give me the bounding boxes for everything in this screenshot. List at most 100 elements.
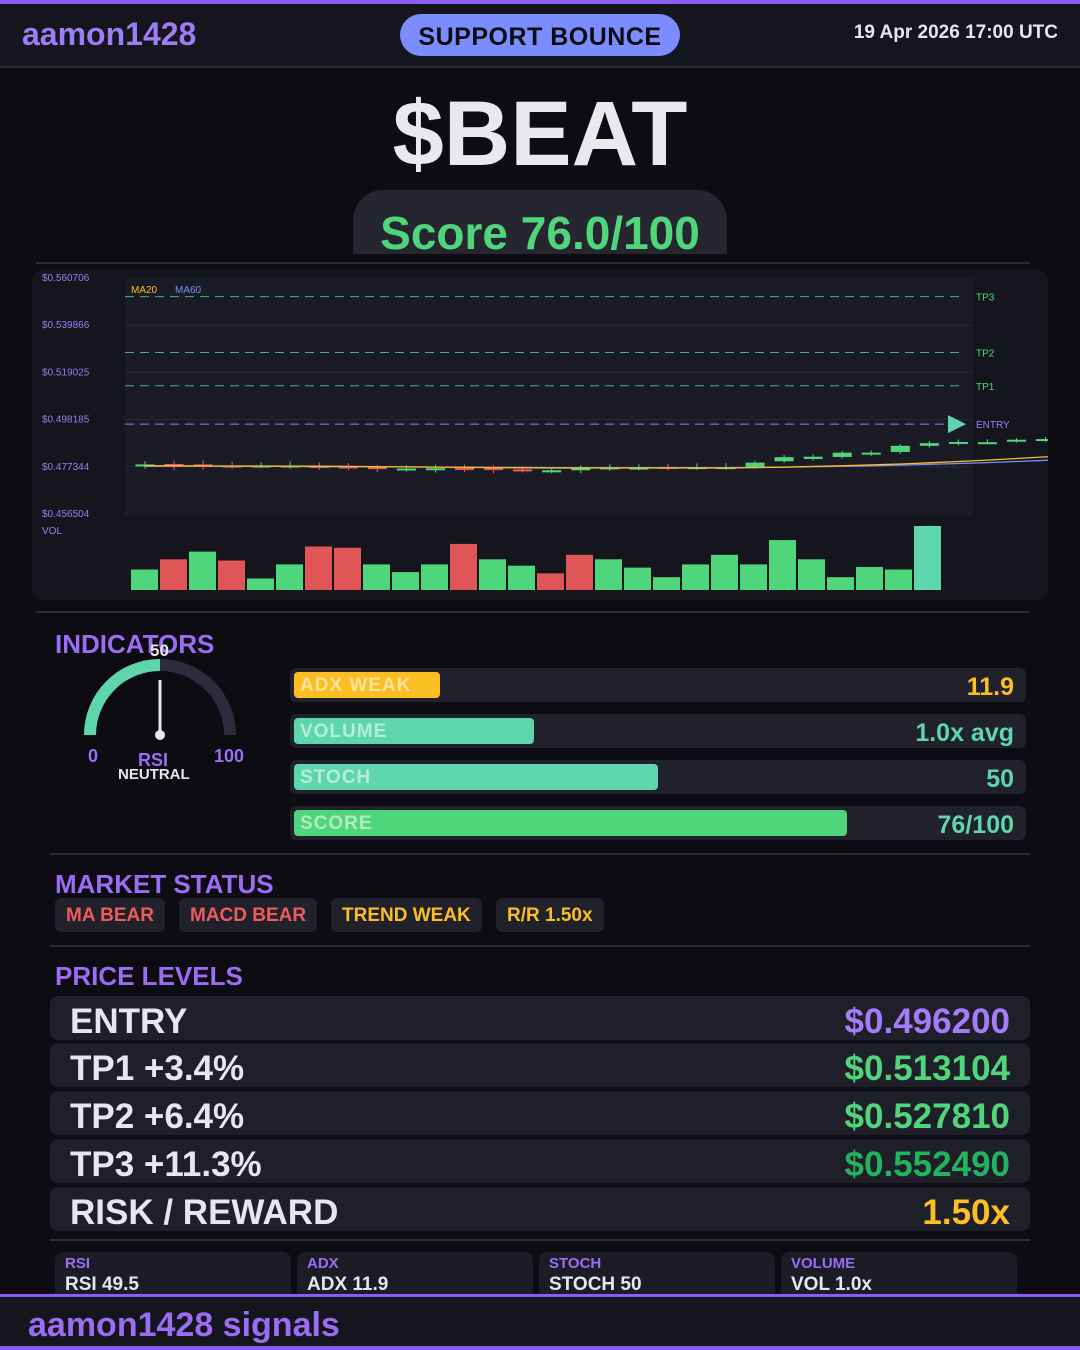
indicator-bar-fill: [294, 718, 534, 744]
candle-body: [164, 463, 184, 467]
volume-bar: [914, 526, 941, 590]
volume-bar: [305, 546, 332, 590]
price-chart: $0.560706 $0.539866 $0.519025 $0.498185 $0.4…: [42, 273, 1080, 590]
indicator-bar-value: 76/100: [937, 811, 1014, 839]
candle-body: [803, 456, 823, 459]
candle-body: [367, 467, 387, 470]
divider: [36, 262, 1030, 264]
entry-arrow-icon: [948, 415, 966, 434]
chart-y-tick-label: $0.519025: [42, 367, 90, 378]
indicator-bar-score: SCORE 76/100: [290, 806, 1026, 840]
level-label: ENTRY: [70, 1002, 188, 1041]
candle-body: [948, 441, 968, 444]
volume-bar: [537, 573, 564, 590]
volume-bar: [508, 565, 535, 590]
divider: [50, 945, 1030, 947]
metric-card-value: RSI 49.5: [65, 1274, 139, 1295]
candle-body: [571, 468, 591, 471]
volume-bar: [276, 564, 303, 590]
volume-bar: [827, 577, 854, 590]
rsi-gauge-status: NEUTRAL: [118, 766, 190, 783]
market-status-title: MARKET STATUS: [55, 869, 274, 899]
volume-bar: [131, 569, 158, 590]
chart-legend-ma20: MA20: [131, 285, 158, 296]
candle-body: [426, 468, 445, 471]
indicator-bar-label: VOLUME: [300, 721, 388, 742]
level-label: TP1 +3.4%: [70, 1049, 245, 1088]
level-label: TP2 +6.4%: [70, 1097, 245, 1136]
price-levels-title: PRICE LEVELS: [55, 961, 243, 991]
volume-bar: [392, 572, 419, 590]
chart-level-label: TP2: [976, 349, 995, 360]
level-value: $0.513104: [844, 1049, 1010, 1088]
volume-bar: [247, 578, 274, 590]
volume-bar: [479, 559, 506, 590]
indicator-bar-fill: [294, 764, 658, 790]
rsi-gauge-max: 100: [214, 746, 244, 766]
metric-card-stoch: STOCH STOCH 50: [539, 1252, 775, 1302]
volume-bar: [624, 567, 651, 590]
volume-bar: [189, 551, 216, 590]
candle-body: [455, 468, 475, 471]
indicator-bar-label: STOCH: [300, 767, 372, 788]
divider: [36, 611, 1030, 613]
rsi-gauge-label: RSI: [138, 750, 168, 770]
rsi-gauge: 50 0 100 RSI NEUTRAL: [84, 641, 244, 783]
volume-bar: [769, 540, 796, 590]
candle-body: [396, 468, 416, 471]
level-value: $0.496200: [844, 1002, 1010, 1041]
datetime-label: 19 Apr 2026 17:00 UTC: [853, 22, 1058, 43]
ma20-line: [145, 454, 1080, 469]
indicator-bar-value: 11.9: [966, 673, 1014, 701]
candle-body: [832, 452, 852, 457]
score-box: [353, 190, 727, 254]
indicator-bar-label: SCORE: [300, 813, 373, 834]
volume-bar: [160, 559, 187, 590]
footer-text: aamon1428 signals: [28, 1306, 340, 1344]
volume-bar: [885, 569, 912, 590]
candle-body: [484, 468, 504, 471]
volume-bar: [798, 559, 825, 590]
chart-y-tick-label: $0.560706: [42, 273, 90, 284]
status-chip-macd: MACD BEAR: [179, 898, 318, 932]
level-row-tp2: TP2 +6.4% $0.527810: [50, 1091, 1030, 1136]
chart-level-label: TP1: [976, 382, 995, 393]
metric-card-value: VOL 1.0x: [791, 1274, 872, 1295]
chart-plot-area: [125, 278, 973, 515]
level-label: TP3 +11.3%: [70, 1145, 262, 1184]
metric-card-rsi: RSI RSI 49.5: [55, 1252, 291, 1302]
chart-level-label: TP3: [976, 293, 995, 304]
rsi-gauge-fill: [84, 659, 161, 736]
volume-bar: [595, 559, 622, 590]
metric-card-volume: VOLUME VOL 1.0x: [781, 1252, 1017, 1302]
indicators-title: INDICATORS: [55, 629, 215, 659]
volume-bar: [711, 554, 738, 590]
indicator-bar-stoch: STOCH 50: [290, 760, 1026, 794]
divider: [50, 853, 1030, 855]
volume-bar: [450, 543, 477, 590]
metric-card-title: STOCH: [549, 1255, 602, 1272]
brand-name: aamon1428: [22, 16, 197, 52]
volume-bar: [334, 547, 361, 590]
metric-card-title: ADX: [307, 1255, 339, 1272]
level-label: RISK / REWARD: [70, 1193, 339, 1232]
volume-bar: [856, 566, 883, 590]
metric-card-title: RSI: [65, 1255, 91, 1272]
indicator-bar-value: 1.0x avg: [915, 719, 1014, 747]
volume-bar: [740, 564, 767, 590]
status-chip-trend: TREND WEAK: [331, 898, 482, 932]
candle-body: [861, 452, 881, 455]
signal-badge: SUPPORT BOUNCE: [400, 14, 680, 56]
candle-body: [1007, 439, 1026, 442]
rsi-gauge-value: 50: [150, 641, 169, 660]
indicator-bar-label: ADX WEAK: [300, 675, 412, 696]
level-row-tp1: TP1 +3.4% $0.513104: [50, 1043, 1030, 1088]
candle-body: [977, 442, 997, 445]
candle-body: [745, 462, 765, 468]
volume-bar: [653, 577, 680, 590]
indicator-bar-fill: [294, 672, 440, 698]
level-value: $0.527810: [844, 1097, 1010, 1136]
level-row-entry: ENTRY $0.496200: [50, 996, 1030, 1041]
chart-legend-ma60: MA60: [175, 285, 202, 296]
price-chart-panel: $0.560706 $0.539866 $0.519025 $0.498185 $0.4…: [32, 270, 1080, 600]
